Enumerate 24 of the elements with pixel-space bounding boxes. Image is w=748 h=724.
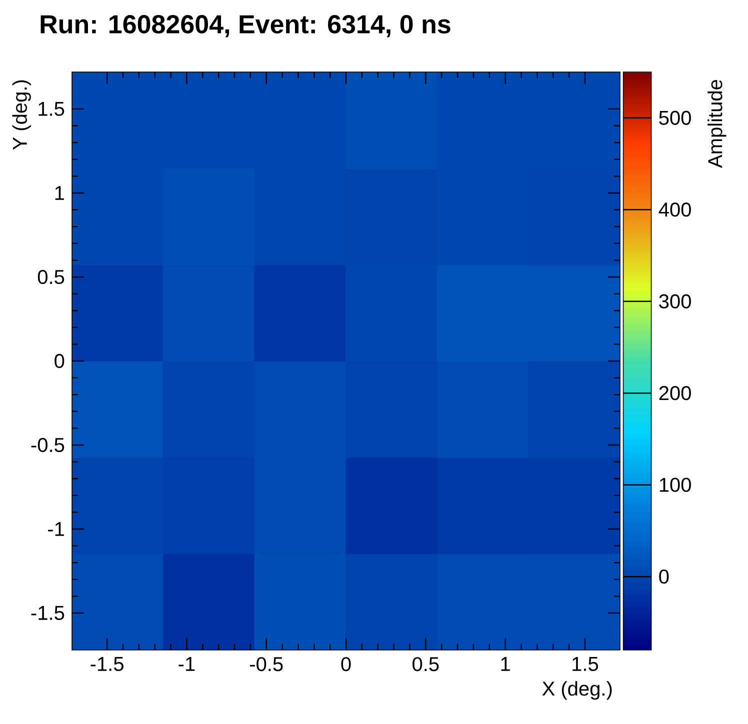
y-tick-label: -1.5	[31, 606, 64, 620]
x-tick-label: -1	[178, 657, 195, 671]
y-tick-label: -0.5	[31, 438, 64, 452]
y-tick-label: -1	[48, 522, 64, 536]
x-tick-label: 0	[341, 657, 351, 672]
x-tick-label: 0.5	[412, 657, 439, 672]
x-tick-label: -1.5	[90, 657, 124, 672]
color-bar-label: 300	[659, 294, 691, 308]
color-bar-label: 0	[659, 570, 669, 584]
color-bar-label: 400	[658, 202, 691, 217]
y-tick-label: 1.5	[38, 102, 64, 116]
color-bar-title: Amplitude	[708, 80, 726, 168]
y-axis-title: Y (deg.)	[12, 80, 31, 150]
color-bar-label: 500	[659, 110, 691, 125]
chart-title: Run: 16082604, Event: 6314, 0 ns	[40, 15, 450, 38]
x-tick-label: 1.5	[572, 657, 598, 672]
x-tick-label: 1	[501, 657, 510, 671]
y-tick-label: 0	[54, 354, 64, 368]
color-bar-label: 200	[659, 386, 691, 400]
x-axis-title: X (deg.)	[542, 681, 612, 700]
y-tick-label: 0.5	[38, 270, 64, 284]
x-tick-label: -0.5	[250, 657, 283, 672]
color-bar-label: 100	[660, 478, 691, 492]
y-tick-label: 1	[55, 186, 64, 200]
